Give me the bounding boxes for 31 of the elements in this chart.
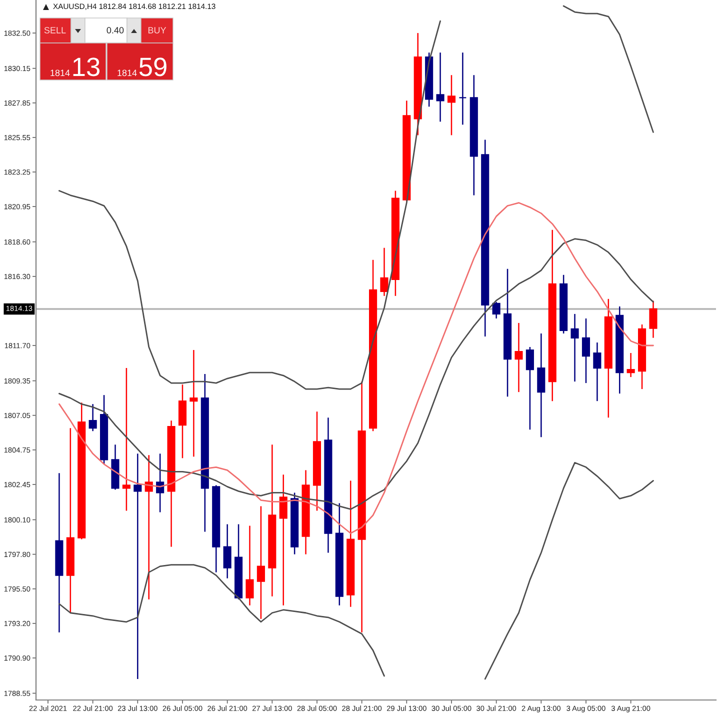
candlestick: [492, 301, 500, 320]
line-series: [58, 238, 654, 510]
annotation: 1814: [118, 70, 137, 76]
candlestick: [190, 349, 198, 458]
candlestick: [570, 313, 579, 382]
annotation: BUY: [148, 27, 166, 34]
candlestick: [582, 318, 590, 384]
candlestick: [649, 300, 658, 338]
candlestick: [593, 342, 602, 402]
candlestick: [246, 525, 254, 606]
candlestick: [156, 453, 164, 513]
candlestick: [514, 322, 523, 393]
candlestick: [626, 352, 635, 378]
candlestick: [88, 403, 97, 432]
candlestick: [458, 52, 467, 126]
annotation: 1814: [50, 70, 70, 76]
candlestick: [256, 506, 265, 620]
annotation: 13: [73, 58, 100, 76]
candlestick: [436, 52, 444, 122]
candlestick: [279, 474, 288, 606]
candlestick: [526, 346, 534, 430]
candlestick: [223, 524, 232, 579]
annotation: SELL: [44, 27, 66, 34]
annotation: 59: [139, 58, 166, 76]
candlestick: [134, 453, 142, 680]
candlestick: [380, 247, 388, 297]
line-series: [58, 202, 654, 534]
annotation: 0.40: [106, 27, 124, 34]
candlestick: [144, 454, 153, 600]
candlestick: [122, 367, 130, 512]
candlestick: [447, 74, 456, 136]
